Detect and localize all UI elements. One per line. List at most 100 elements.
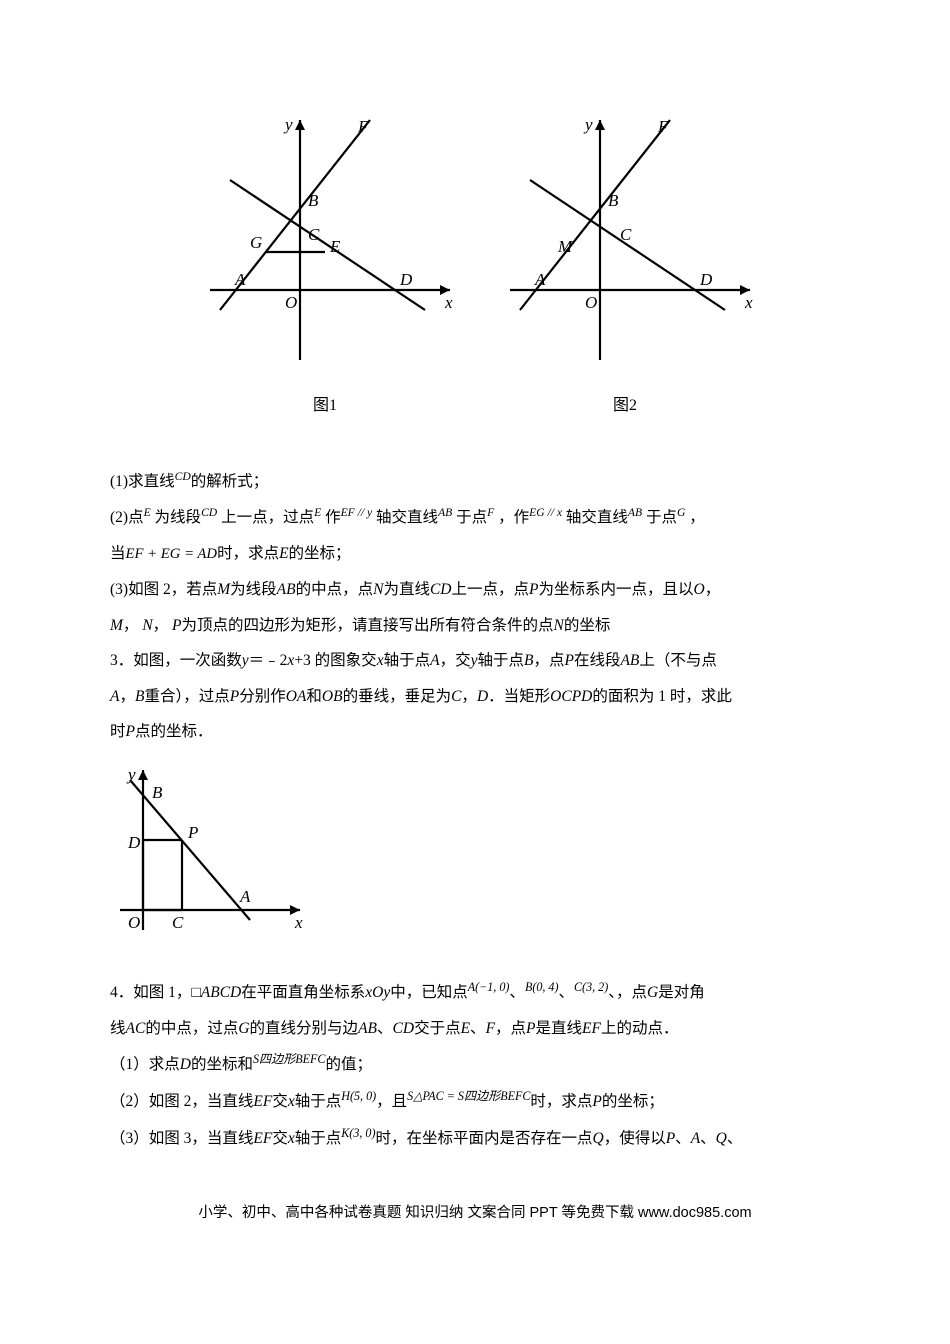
q2-s6: EG // x	[529, 506, 562, 519]
svg-text:C: C	[172, 913, 184, 932]
q3-m4: CD	[430, 581, 452, 598]
p3-c: +3 的图象交	[294, 652, 376, 669]
figure-1-caption: 图1	[190, 388, 460, 425]
p3b-c: 分别作	[239, 688, 286, 705]
p4-2-s2: S△PAC = S四边形BEFC	[407, 1089, 530, 1103]
p4-sub1: （1）求点D的坐标和S四边形BEFC的值；	[110, 1046, 840, 1083]
q3l2-c: 为顶点的四边形为矩形，请直接写出所有符合条件的点	[182, 617, 554, 634]
p3b-a: ，	[119, 688, 135, 705]
p4-3-m6: Q	[716, 1130, 727, 1147]
q2-s3: EF // y	[341, 506, 373, 519]
svg-text:B: B	[152, 783, 163, 802]
q3-f: 为坐标系内一点，且以	[538, 581, 693, 598]
p4a-g: 是对角	[658, 984, 705, 1001]
q2-s7: AB	[628, 506, 642, 519]
q3-m2: AB	[277, 581, 296, 598]
svg-text:y: y	[283, 115, 293, 134]
p4a-b: 在平面直角坐标系	[241, 984, 365, 1001]
p3b-m5: OB	[322, 688, 343, 705]
p4-3-h: 、	[727, 1130, 743, 1147]
svg-text:x: x	[744, 293, 753, 312]
q2b-b: 时，求点	[217, 545, 279, 562]
p3b-m7: D	[477, 688, 488, 705]
q2-p2: 上一点，过点	[221, 509, 314, 526]
svg-text:O: O	[285, 293, 297, 312]
p4b-f: 、	[470, 1020, 486, 1037]
p4-3-m5: A	[691, 1130, 700, 1147]
p4-sub3: （3）如图 3，当直线EF交x轴于点K(3, 0)时，在坐标平面内是否存在一点Q…	[110, 1120, 840, 1157]
p3b-g: ．当矩形	[488, 688, 550, 705]
p4-1-b: 的坐标和	[191, 1056, 253, 1073]
p4b-m3: AB	[358, 1020, 377, 1037]
q3-d: 为直线	[383, 581, 430, 598]
p4-1-m1: D	[180, 1056, 191, 1073]
q2b-m: EF + EG = AD	[126, 546, 218, 562]
p4-sub2: （2）如图 2，当直线EF交x轴于点H(5, 0)，且S△PAC = S四边形B…	[110, 1083, 840, 1120]
p4-2-d: ，且	[376, 1093, 407, 1110]
p3-m1: y	[242, 652, 249, 669]
document-page: xyOFBCEGAD 图1 xyOFBCMAD 图2 (1)求直线CD的解析式；…	[0, 0, 950, 1290]
p3-d: 轴于点	[384, 652, 431, 669]
q3-m1: M	[217, 581, 230, 598]
p4a-m3: G	[647, 984, 658, 1001]
p3-line3: 时P点的坐标．	[110, 714, 840, 750]
page-footer: 小学、初中、高中各种试卷真题 知识归纳 文案合同 PPT 等免费下载 www.d…	[110, 1197, 840, 1230]
p4-2-f: 的坐标；	[602, 1093, 664, 1110]
p4-3-m3: Q	[592, 1130, 603, 1147]
figure-2-wrap: xyOFBCMAD 图2	[490, 100, 760, 424]
p3-i: 上（不与点	[639, 652, 717, 669]
p4-line2: 线AC的中点，过点G的直线分别与边AB、CD交于点E、F，点P是直线EF上的动点…	[110, 1011, 840, 1047]
p3-m4: A	[430, 652, 439, 669]
svg-text:F: F	[357, 117, 369, 136]
p4-3-s1: K(3, 0)	[341, 1126, 375, 1140]
q1-a: (1)求直线	[110, 474, 175, 491]
p4b-m1: AC	[126, 1020, 146, 1037]
p4-3-a: （3）如图 3，当直线	[110, 1130, 253, 1147]
svg-text:B: B	[308, 191, 319, 210]
q1-line: (1)求直线CD的解析式；	[110, 464, 840, 500]
q2-line: (2)点E 为线段CD 上一点，过点E 作EF // y 轴交直线AB 于点F …	[110, 500, 840, 536]
svg-text:D: D	[399, 270, 413, 289]
svg-text:E: E	[329, 237, 341, 256]
p4b-e: 交于点	[414, 1020, 461, 1037]
svg-text:y: y	[583, 115, 593, 134]
q2b-d: 的坐标；	[289, 545, 351, 562]
q2-p5: 于点	[456, 509, 487, 526]
q2-s1: CD	[201, 506, 217, 519]
p3b-m6: C	[451, 688, 461, 705]
p4b-m6: F	[486, 1020, 495, 1037]
q2-s5: F	[487, 506, 494, 519]
p4a-e: 、	[558, 984, 574, 1001]
q2-p1: 为线段	[155, 509, 202, 526]
p3b-f: ，	[461, 688, 477, 705]
p4b-a: 线	[110, 1020, 126, 1037]
svg-text:D: D	[127, 833, 141, 852]
p4-1-s1: S四边形BEFC	[253, 1052, 325, 1066]
svg-text:G: G	[250, 233, 262, 252]
figure-3-svg: xyOBDPCA	[110, 760, 310, 940]
p4-2-e: 时，求点	[530, 1093, 592, 1110]
svg-text:x: x	[444, 293, 453, 312]
p4-3-c: 轴于点	[295, 1130, 342, 1147]
svg-text:O: O	[128, 913, 140, 932]
q2-s4: AB	[438, 506, 452, 519]
p4-2-c: 轴于点	[295, 1093, 342, 1110]
p4-2-a: （2）如图 2，当直线	[110, 1093, 253, 1110]
q2-p7: 轴交直线	[566, 509, 628, 526]
p4a-s2: B(0, 4)	[525, 980, 559, 994]
p4b-i: 上的动点．	[601, 1020, 679, 1037]
p3b-m4: OA	[286, 688, 307, 705]
p4-3-m4: P	[666, 1130, 675, 1147]
p4b-c: 的直线分别与边	[250, 1020, 359, 1037]
p4b-m7: P	[526, 1020, 535, 1037]
p4-3-e: ，使得以	[604, 1130, 666, 1147]
q3-m3: N	[373, 581, 383, 598]
svg-text:D: D	[699, 270, 713, 289]
q2-s8: G	[677, 506, 685, 519]
q3-b: 为线段	[230, 581, 277, 598]
q3l2-m4: N	[554, 617, 564, 634]
q3-e: 上一点，点	[452, 581, 530, 598]
p4-3-f: 、	[675, 1130, 691, 1147]
p3b-d: 和	[306, 688, 322, 705]
p4b-m2: G	[238, 1020, 249, 1037]
